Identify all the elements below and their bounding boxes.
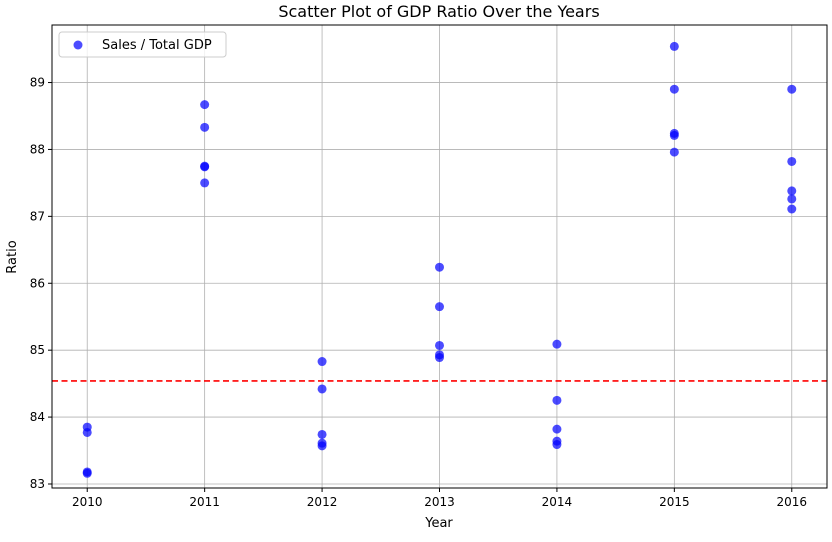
x-tick-label: 2016 bbox=[776, 495, 807, 509]
y-tick-label: 85 bbox=[30, 343, 45, 357]
legend-marker bbox=[73, 40, 83, 50]
y-tick-label: 83 bbox=[30, 477, 45, 491]
legend-box bbox=[58, 31, 227, 58]
data-point bbox=[669, 41, 679, 51]
data-point bbox=[317, 429, 327, 439]
data-point bbox=[787, 156, 797, 166]
data-point bbox=[787, 194, 797, 204]
data-point bbox=[200, 162, 210, 172]
data-point bbox=[317, 357, 327, 367]
legend-label: Sales / Total GDP bbox=[102, 38, 212, 53]
data-point bbox=[435, 340, 444, 350]
x-tick-label: 2014 bbox=[542, 495, 573, 509]
data-point bbox=[669, 84, 679, 94]
data-point bbox=[787, 84, 797, 94]
data-point bbox=[317, 384, 327, 394]
data-points bbox=[82, 41, 797, 478]
x-axis-ticks: 2010 2011 2012 2013 2014 2015 2016 bbox=[72, 488, 807, 509]
data-point bbox=[669, 130, 679, 140]
y-tick-label: 89 bbox=[30, 76, 45, 90]
y-axis-label: Ratio bbox=[5, 240, 20, 273]
y-tick-label: 84 bbox=[30, 410, 45, 424]
x-tick-label: 2012 bbox=[307, 495, 338, 509]
y-axis-ticks: 83 84 85 86 87 88 89 bbox=[30, 76, 52, 491]
data-point bbox=[82, 427, 92, 437]
x-tick-label: 2011 bbox=[189, 495, 220, 509]
data-point bbox=[552, 395, 562, 405]
data-point bbox=[435, 302, 444, 312]
data-point bbox=[787, 186, 797, 196]
grid bbox=[52, 25, 827, 488]
y-tick-label: 86 bbox=[30, 276, 45, 290]
y-tick-label: 88 bbox=[30, 142, 45, 156]
data-point bbox=[669, 147, 679, 157]
legend: Sales / Total GDP bbox=[58, 31, 227, 58]
x-tick-label: 2015 bbox=[659, 495, 690, 509]
data-point bbox=[435, 262, 444, 272]
data-point bbox=[552, 424, 562, 434]
chart-title: Scatter Plot of GDP Ratio Over the Years bbox=[278, 2, 599, 21]
data-point bbox=[552, 440, 562, 450]
x-tick-label: 2010 bbox=[72, 495, 103, 509]
data-point bbox=[200, 100, 210, 110]
data-point bbox=[200, 122, 210, 132]
x-tick-label: 2013 bbox=[424, 495, 455, 509]
x-axis-label: Year bbox=[424, 516, 453, 531]
data-point bbox=[82, 468, 92, 478]
data-point bbox=[435, 353, 444, 363]
data-point bbox=[787, 204, 797, 214]
y-tick-label: 87 bbox=[30, 209, 45, 223]
data-point bbox=[200, 178, 210, 188]
data-point bbox=[552, 339, 562, 349]
data-point bbox=[317, 441, 327, 451]
